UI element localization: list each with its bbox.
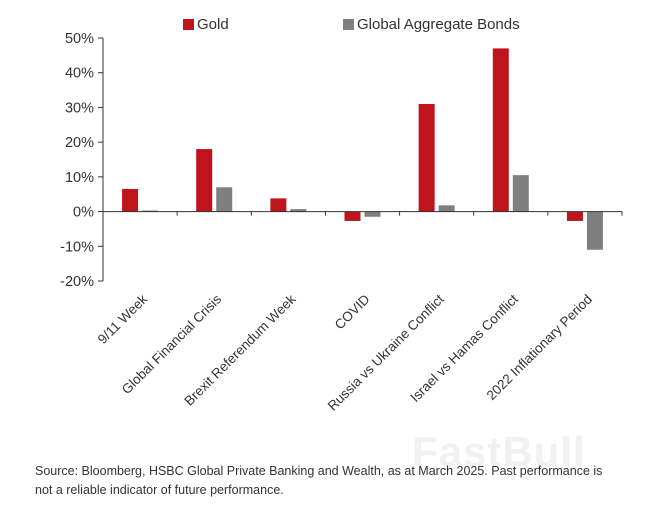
- y-tick-label: 0%: [73, 205, 94, 221]
- chart-area: Gold Global Aggregate Bonds -20% -10% 0% 10…: [0, 16, 653, 414]
- legend-item-gold: Gold: [183, 16, 229, 33]
- legend-item-bonds: Global Aggregate Bonds: [343, 16, 520, 33]
- y-tick-label: -10%: [60, 239, 94, 255]
- bar-bonds: [290, 209, 307, 212]
- y-tick-label: 20%: [65, 135, 94, 151]
- legend-label-bonds: Global Aggregate Bonds: [357, 16, 520, 33]
- bar-bonds: [512, 175, 529, 212]
- legend-swatch-bonds: [343, 19, 354, 30]
- y-tick-label: 40%: [65, 66, 94, 82]
- bar-gold: [122, 189, 139, 212]
- bar-bonds: [364, 211, 381, 217]
- bar-gold: [566, 211, 583, 221]
- y-tick-label: 30%: [65, 100, 94, 116]
- legend-swatch-gold: [183, 19, 194, 30]
- bar-bonds: [586, 211, 603, 250]
- bar-gold: [270, 198, 287, 212]
- bar-bonds: [216, 187, 233, 212]
- source-note: Source: Bloomberg, HSBC Global Private B…: [35, 464, 603, 497]
- y-tick-label: 50%: [65, 31, 94, 47]
- legend-label-gold: Gold: [197, 16, 229, 33]
- x-category-label: 9/11 Week: [95, 291, 151, 347]
- x-category-label: COVID: [332, 291, 373, 332]
- bar-gold: [196, 149, 213, 212]
- y-tick-label: 10%: [65, 170, 94, 186]
- bar-chart: -20%-10%0%10%20%30%40%50%9/11 WeekGlobal…: [60, 31, 623, 414]
- bar-bonds: [438, 205, 455, 212]
- bar-gold: [344, 211, 361, 221]
- bar-gold: [492, 48, 509, 212]
- y-tick-label: -20%: [60, 274, 94, 290]
- bar-gold: [418, 103, 435, 212]
- legend: Gold Global Aggregate Bonds: [0, 16, 653, 38]
